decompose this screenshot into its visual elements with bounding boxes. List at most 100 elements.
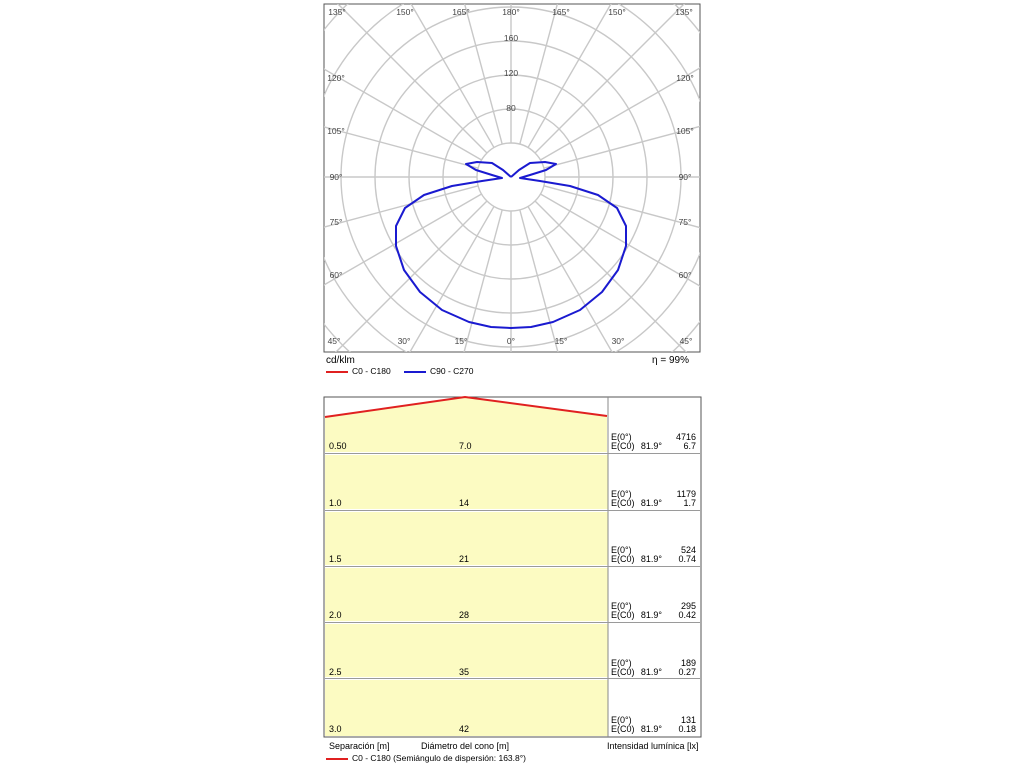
polar-spoke	[543, 185, 700, 229]
separation-value: 2.0	[329, 610, 342, 620]
diameter-value: 14	[459, 498, 470, 508]
radial-label: 80	[506, 103, 516, 113]
polar-spoke	[543, 125, 700, 169]
ec0-angle: 81.9°	[640, 554, 662, 564]
angle-label-right: 60°	[679, 270, 692, 280]
ec0-label: E(C0)	[611, 610, 635, 620]
ec0-label: E(C0)	[611, 724, 635, 734]
e0-label: E(0°)	[611, 545, 632, 555]
ec0-value: 0.18	[678, 724, 696, 734]
ec0-angle: 81.9°	[640, 667, 662, 677]
polar-spoke	[519, 4, 559, 145]
curve-c90-c270	[395, 161, 627, 329]
radial-label: 120	[504, 68, 518, 78]
polar-spoke	[463, 4, 503, 145]
legend-c0-label: C0 - C180	[352, 366, 391, 376]
ec0-angle: 81.9°	[640, 441, 662, 451]
unit-label: cd/klm	[326, 355, 355, 366]
polar-spoke	[324, 193, 482, 286]
polar-spoke	[335, 200, 488, 352]
angle-label-left: 90°	[330, 172, 343, 182]
diameter-value: 35	[459, 667, 470, 677]
angle-label-left: 120°	[327, 73, 345, 83]
e0-label: E(0°)	[611, 601, 632, 611]
ec0-angle: 81.9°	[640, 498, 662, 508]
e0-label: E(0°)	[611, 658, 632, 668]
polar-spoke	[324, 126, 479, 169]
e0-value: 131	[680, 715, 696, 725]
ec0-label: E(C0)	[611, 441, 635, 451]
angle-label-top: 150°	[396, 7, 414, 17]
angle-label-left: 75°	[330, 217, 343, 227]
separation-value: 2.5	[329, 667, 342, 677]
angle-label-bottom: 15°	[455, 336, 468, 346]
angle-label-top: 165°	[552, 7, 570, 17]
separation-value: 1.5	[329, 554, 342, 564]
diameter-value: 42	[459, 724, 470, 734]
angle-label-left: 60°	[330, 270, 343, 280]
radial-label: 160	[504, 33, 518, 43]
ec0-value: 0.42	[678, 610, 696, 620]
angle-label-bottom: 15°	[555, 336, 568, 346]
ec0-value: 0.27	[678, 667, 696, 677]
polar-spoke	[337, 4, 488, 154]
e0-value: 1179	[676, 489, 696, 499]
e0-value: 189	[680, 658, 696, 668]
ec0-value: 6.7	[683, 441, 696, 451]
e0-value: 524	[680, 545, 696, 555]
angle-label-bottom: 30°	[612, 336, 625, 346]
separation-axis-label: Separación [m]	[329, 741, 390, 751]
angle-label-right: 120°	[676, 73, 694, 83]
angle-label-right: 105°	[676, 126, 694, 136]
e0-label: E(0°)	[611, 715, 632, 725]
polar-spoke	[534, 4, 685, 154]
e0-value: 295	[680, 601, 696, 611]
legend-c0-swatch	[326, 371, 348, 373]
ec0-value: 1.7	[683, 498, 696, 508]
ec0-angle: 81.9°	[640, 724, 662, 734]
angle-label-bottom: 45°	[328, 336, 341, 346]
angle-label-top: 165°	[452, 7, 470, 17]
polar-spoke	[540, 67, 700, 161]
e0-value: 4716	[675, 432, 696, 442]
angle-label-top: 180°	[502, 7, 520, 17]
polar-spoke	[324, 68, 482, 161]
angle-label-top: 150°	[608, 7, 626, 17]
polar-spoke	[409, 206, 495, 352]
polar-spoke	[540, 193, 700, 287]
cone-legend-swatch	[326, 758, 348, 760]
ec0-value: 0.74	[678, 554, 696, 564]
polar-spoke	[527, 4, 612, 148]
e0-label: E(0°)	[611, 432, 632, 442]
ec0-label: E(C0)	[611, 554, 635, 564]
angle-label-bottom: 0°	[507, 336, 515, 346]
polar-spoke	[534, 200, 687, 352]
angle-label-left: 105°	[327, 126, 345, 136]
legend-c90-label: C90 - C270	[430, 366, 474, 376]
angle-label-top: 135°	[328, 7, 346, 17]
efficiency-label: η = 99%	[652, 355, 689, 366]
polar-spoke	[410, 4, 495, 148]
cone-beam-line	[324, 395, 608, 418]
polar-spoke	[527, 206, 613, 352]
diameter-value: 28	[459, 610, 470, 620]
angle-label-bottom: 30°	[398, 336, 411, 346]
angle-label-bottom: 45°	[680, 336, 693, 346]
polar-spoke	[463, 209, 503, 352]
angle-label-right: 90°	[679, 172, 692, 182]
intensity-axis-label: Intensidad lumínica [lx]	[607, 741, 699, 751]
cone-legend-label: C0 - C180 (Semiángulo de dispersión: 163…	[352, 753, 526, 763]
polar-spoke	[519, 209, 559, 352]
diameter-axis-label: Diámetro del cono [m]	[421, 741, 510, 751]
ec0-label: E(C0)	[611, 498, 635, 508]
polar-curves	[395, 161, 627, 329]
diameter-value: 7.0	[459, 441, 472, 451]
separation-value: 1.0	[329, 498, 342, 508]
angle-label-right: 75°	[679, 217, 692, 227]
angle-label-top: 135°	[675, 7, 693, 17]
separation-value: 0.50	[329, 441, 347, 451]
separation-value: 3.0	[329, 724, 342, 734]
legend-c90-swatch	[404, 371, 426, 373]
